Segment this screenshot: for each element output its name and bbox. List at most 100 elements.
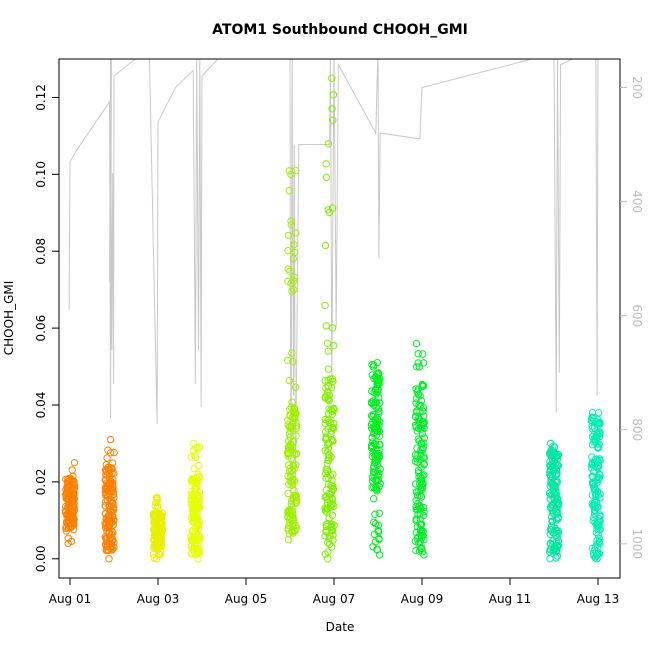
data-point — [328, 324, 337, 332]
y-tick-label: 0.06 — [34, 315, 48, 342]
data-point — [284, 277, 292, 285]
data-point — [322, 160, 330, 168]
data-point — [415, 469, 423, 477]
data-point — [285, 430, 294, 438]
data-point — [417, 493, 426, 501]
data-point — [284, 489, 292, 498]
data-point — [285, 506, 294, 514]
x-axis-label: Date — [326, 620, 355, 634]
data-point — [590, 424, 599, 432]
data-point — [286, 477, 294, 485]
data-point — [288, 349, 296, 357]
data-point — [595, 535, 604, 543]
data-point — [285, 376, 294, 385]
y-axis: 0.00 0.02 0.04 0.06 0.08 0.10 0.12 — [34, 84, 59, 572]
x-tick-label: Aug 09 — [401, 592, 444, 606]
y-tick-label: 0.10 — [34, 161, 48, 188]
data-point — [419, 531, 427, 540]
data-point — [321, 447, 329, 455]
data-point — [591, 506, 599, 514]
data-point — [285, 521, 293, 529]
data-point — [150, 525, 159, 533]
data-point — [368, 361, 376, 369]
x-tick-label: Aug 11 — [489, 592, 532, 606]
flight-series-3 — [149, 493, 167, 563]
data-point — [546, 467, 555, 475]
data-point — [285, 530, 293, 538]
data-point — [324, 365, 333, 373]
data-point — [328, 495, 337, 504]
x-axis: Aug 01 Aug 03 Aug 05 Aug 07 Aug 09 Aug 11 Aug … — [49, 578, 619, 606]
data-point — [188, 534, 196, 543]
data-point — [413, 534, 421, 543]
data-point — [552, 547, 560, 555]
data-point — [155, 520, 164, 528]
data-point — [596, 512, 604, 521]
data-point — [546, 539, 554, 548]
data-point — [374, 379, 382, 387]
data-point — [68, 466, 76, 474]
data-point — [416, 502, 424, 510]
data-point — [321, 532, 329, 540]
data-point — [588, 409, 597, 417]
y2-tick-label: 600 — [630, 304, 644, 327]
data-point — [190, 439, 198, 448]
data-point — [375, 535, 383, 544]
data-point — [155, 543, 164, 551]
data-point — [192, 478, 200, 486]
data-point — [104, 464, 112, 472]
data-point — [373, 388, 382, 396]
data-point — [592, 455, 600, 463]
data-point — [546, 555, 554, 563]
data-point — [375, 509, 383, 517]
y-tick-label: 0.00 — [34, 545, 48, 572]
data-point — [323, 339, 332, 347]
y-tick-label: 0.08 — [34, 238, 48, 265]
data-point — [292, 450, 301, 458]
data-point — [553, 552, 561, 560]
data-point — [419, 480, 427, 488]
data-point — [593, 473, 601, 482]
data-point — [292, 383, 300, 391]
data-point — [328, 525, 336, 534]
data-point — [590, 509, 599, 518]
data-point — [553, 543, 561, 551]
data-point — [109, 479, 117, 487]
data-point — [324, 480, 333, 489]
data-point — [594, 409, 603, 417]
pressure-trace — [68, 59, 599, 544]
data-point — [546, 462, 555, 470]
data-point — [417, 521, 425, 529]
data-point — [420, 536, 428, 544]
data-point — [324, 140, 333, 148]
data-point — [191, 477, 199, 485]
data-point — [109, 475, 117, 484]
data-point — [596, 455, 604, 463]
data-point — [324, 347, 332, 355]
data-point — [413, 492, 422, 500]
data-point — [330, 404, 338, 413]
data-point — [554, 461, 562, 469]
data-point — [191, 534, 199, 543]
data-point — [157, 513, 166, 522]
data-point — [414, 510, 422, 519]
data-point — [187, 453, 196, 461]
chart-title: ATOM1 Southbound CHOOH_GMI — [212, 22, 468, 38]
data-point — [62, 510, 71, 519]
data-point — [417, 439, 425, 448]
data-point — [66, 501, 74, 509]
data-point — [371, 520, 380, 528]
data-point — [104, 512, 112, 520]
data-point — [193, 521, 202, 529]
y2-tick-label: 400 — [630, 190, 644, 213]
data-point — [553, 501, 562, 509]
y-tick-label: 0.12 — [34, 84, 48, 111]
data-point — [322, 322, 330, 330]
data-point — [157, 517, 166, 526]
data-point — [108, 546, 116, 554]
data-point — [591, 554, 599, 562]
data-point — [64, 534, 73, 542]
data-point — [287, 170, 295, 179]
data-point — [284, 356, 292, 364]
